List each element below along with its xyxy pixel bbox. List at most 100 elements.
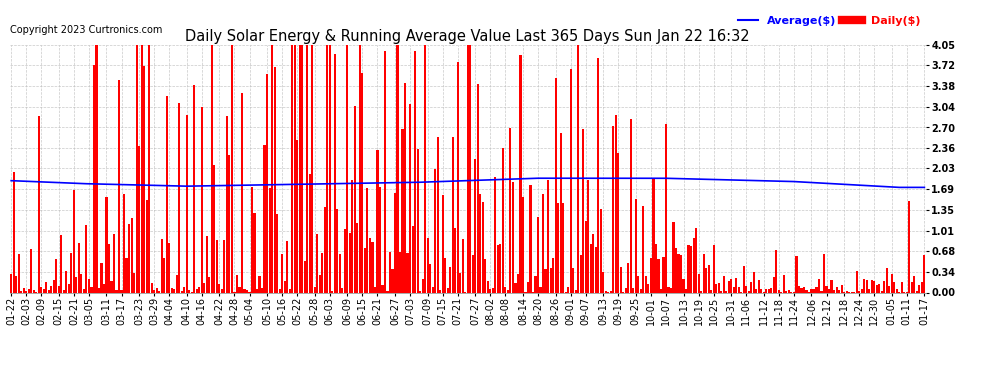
Bar [30, 249, 33, 292]
Bar [271, 45, 273, 292]
Bar [806, 290, 808, 292]
Bar [419, 291, 421, 292]
Bar [587, 180, 589, 292]
Bar [708, 265, 710, 292]
Bar [301, 45, 303, 292]
Bar [48, 290, 50, 292]
Bar [643, 206, 644, 292]
Bar [790, 291, 792, 292]
Bar [886, 268, 888, 292]
Bar [219, 284, 221, 292]
Bar [23, 288, 25, 292]
Bar [160, 239, 162, 292]
Bar [720, 291, 723, 292]
Bar [582, 129, 584, 292]
Bar [826, 286, 828, 292]
Bar [615, 115, 617, 292]
Bar [78, 243, 80, 292]
Bar [407, 253, 409, 292]
Bar [469, 45, 471, 292]
Bar [141, 45, 143, 292]
Bar [93, 66, 95, 292]
Bar [261, 288, 263, 292]
Bar [733, 287, 735, 292]
Bar [108, 244, 110, 292]
Bar [404, 83, 406, 292]
Bar [680, 255, 682, 292]
Bar [144, 66, 146, 292]
Bar [268, 188, 270, 292]
Bar [339, 254, 341, 292]
Bar [181, 291, 183, 292]
Bar [595, 247, 597, 292]
Bar [256, 289, 258, 292]
Bar [291, 45, 293, 292]
Bar [98, 288, 100, 292]
Bar [605, 291, 607, 292]
Bar [371, 242, 373, 292]
Bar [128, 224, 130, 292]
Bar [845, 291, 847, 292]
Bar [226, 116, 228, 292]
Bar [484, 260, 486, 292]
Bar [67, 284, 70, 292]
Bar [502, 148, 504, 292]
Bar [620, 267, 622, 292]
Bar [635, 199, 637, 292]
Bar [399, 252, 401, 292]
Bar [657, 259, 659, 292]
Bar [517, 274, 519, 292]
Bar [858, 291, 860, 292]
Bar [319, 274, 321, 292]
Bar [136, 45, 138, 292]
Bar [57, 286, 59, 292]
Bar [402, 129, 404, 292]
Bar [316, 234, 319, 292]
Bar [113, 234, 115, 292]
Bar [33, 290, 35, 292]
Bar [745, 286, 747, 292]
Bar [818, 279, 820, 292]
Bar [520, 55, 522, 292]
Bar [896, 289, 898, 292]
Bar [670, 288, 672, 292]
Bar [821, 291, 823, 292]
Bar [459, 273, 461, 292]
Bar [540, 288, 542, 292]
Bar [95, 45, 98, 292]
Bar [831, 280, 833, 292]
Bar [18, 254, 20, 292]
Bar [482, 202, 484, 292]
Bar [356, 223, 358, 292]
Bar [381, 285, 383, 292]
Bar [738, 287, 740, 292]
Bar [522, 197, 524, 292]
Bar [768, 289, 770, 292]
Bar [841, 285, 842, 292]
Bar [442, 195, 444, 292]
Bar [798, 285, 800, 292]
Bar [736, 278, 738, 292]
Bar [783, 275, 785, 292]
Bar [299, 45, 301, 292]
Bar [329, 45, 331, 292]
Bar [770, 288, 772, 292]
Bar [579, 255, 582, 292]
Bar [742, 266, 744, 292]
Bar [456, 62, 458, 292]
Bar [276, 214, 278, 292]
Bar [229, 154, 231, 292]
Bar [163, 258, 165, 292]
Bar [633, 288, 635, 292]
Bar [409, 104, 411, 292]
Bar [552, 258, 554, 292]
Bar [358, 45, 361, 292]
Bar [492, 288, 494, 292]
Bar [883, 281, 885, 292]
Bar [332, 291, 334, 292]
Bar [198, 287, 200, 292]
Bar [760, 289, 762, 292]
Bar [479, 194, 481, 292]
Bar [504, 287, 507, 292]
Bar [88, 279, 90, 292]
